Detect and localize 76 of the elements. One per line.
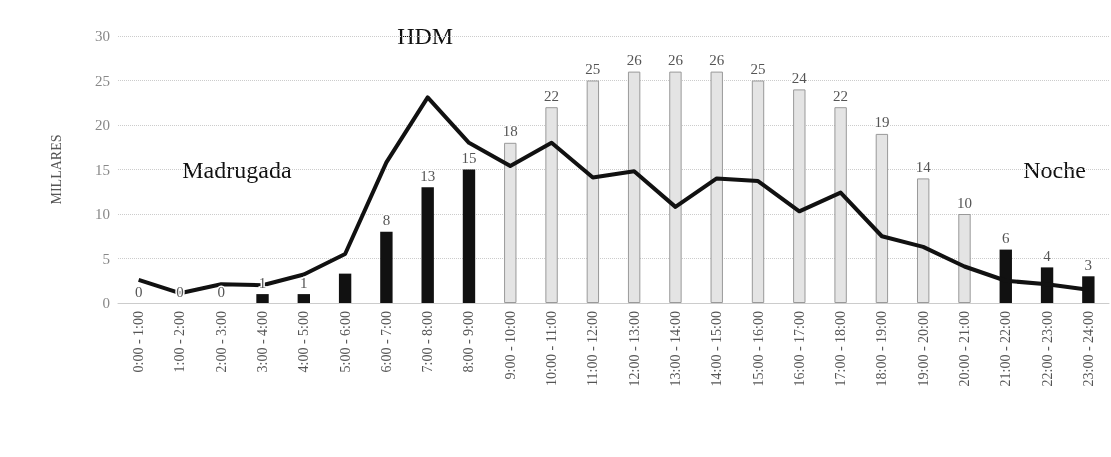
data-label: 18 [502,123,518,140]
bar [380,231,393,303]
bar [421,187,434,303]
bar [297,294,311,303]
bar [669,71,682,303]
x-tick-label: 4:00 - 5:00 [296,311,312,373]
bar [627,71,641,303]
bar [586,80,600,303]
bar [793,89,806,303]
x-tick-label: 12:00 - 13:00 [626,311,642,387]
data-label: 22 [544,87,560,104]
data-label: 26 [626,52,643,69]
bar [916,178,930,303]
data-label: 25 [585,61,601,77]
data-label: 6 [1002,230,1011,247]
x-tick-label: 0:00 - 1:00 [131,311,147,373]
x-tick-label: 2:00 - 3:00 [213,311,229,373]
y-tick-label: 25 [95,72,110,89]
x-tick-label: 18:00 - 19:00 [874,311,890,387]
y-tick-label: 5 [102,250,110,267]
bar [834,107,847,303]
y-tick-label: 0 [102,295,110,311]
x-tick-label: 10:00 - 11:00 [544,311,560,386]
data-label: 24 [791,69,808,86]
x-tick-label: 21:00 - 22:00 [998,311,1014,387]
data-label: 3 [1084,256,1093,273]
x-tick-label: 11:00 - 12:00 [585,311,601,386]
x-tick-label: 13:00 - 14:00 [667,311,683,387]
bar [256,294,269,303]
data-label: 8 [382,212,391,229]
data-label: 0 [176,283,184,300]
x-tick-label: 1:00 - 2:00 [172,311,188,373]
y-tick-label: 10 [95,206,110,222]
y-tick-label: 30 [95,28,110,44]
data-label: 25 [750,61,766,77]
x-tick-label: 14:00 - 15:00 [709,311,725,387]
y-tick-label: 20 [95,117,110,133]
bar [504,142,517,303]
x-tick-label: 23:00 - 24:00 [1080,311,1096,387]
x-tick-label: 19:00 - 20:00 [915,311,931,387]
data-label: 15 [461,150,477,166]
x-tick-label: 20:00 - 21:00 [956,311,972,387]
x-tick-label: 22:00 - 23:00 [1039,311,1055,387]
data-label: 0 [134,283,143,300]
data-label: 0 [217,283,225,300]
data-label: 26 [709,52,725,69]
bar [751,80,765,303]
data-label: 10 [956,194,972,211]
data-label: 13 [420,167,436,184]
x-tick-label: 9:00 - 10:00 [502,311,518,380]
annotation: HDM [397,23,454,49]
bar [710,71,723,303]
annotation: Noche [1023,156,1086,183]
bar [462,169,476,303]
bar [875,133,889,303]
x-tick-label: 15:00 - 16:00 [750,311,766,387]
x-tick-label: 3:00 - 4:00 [255,311,271,373]
bar [958,214,971,303]
data-label: 26 [667,52,684,69]
x-tick-label: 5:00 - 6:00 [337,311,353,373]
data-label: 14 [915,158,932,175]
bar [545,107,558,303]
data-label: 1 [300,274,308,291]
data-label: 22 [833,87,849,104]
x-tick-label: 7:00 - 8:00 [420,311,436,373]
x-tick-label: 6:00 - 7:00 [378,311,394,373]
annotation: Madrugada [182,156,292,183]
bar [338,273,352,303]
x-tick-label: 17:00 - 18:00 [833,311,849,387]
data-label: 1 [258,274,267,291]
x-tick-label: 8:00 - 9:00 [461,311,477,373]
y-axis-title: MILLARES [48,134,64,205]
x-tick-label: 16:00 - 17:00 [791,311,807,387]
data-label: 4 [1043,247,1052,264]
y-tick-label: 15 [95,161,110,178]
data-label: 19 [874,114,890,131]
